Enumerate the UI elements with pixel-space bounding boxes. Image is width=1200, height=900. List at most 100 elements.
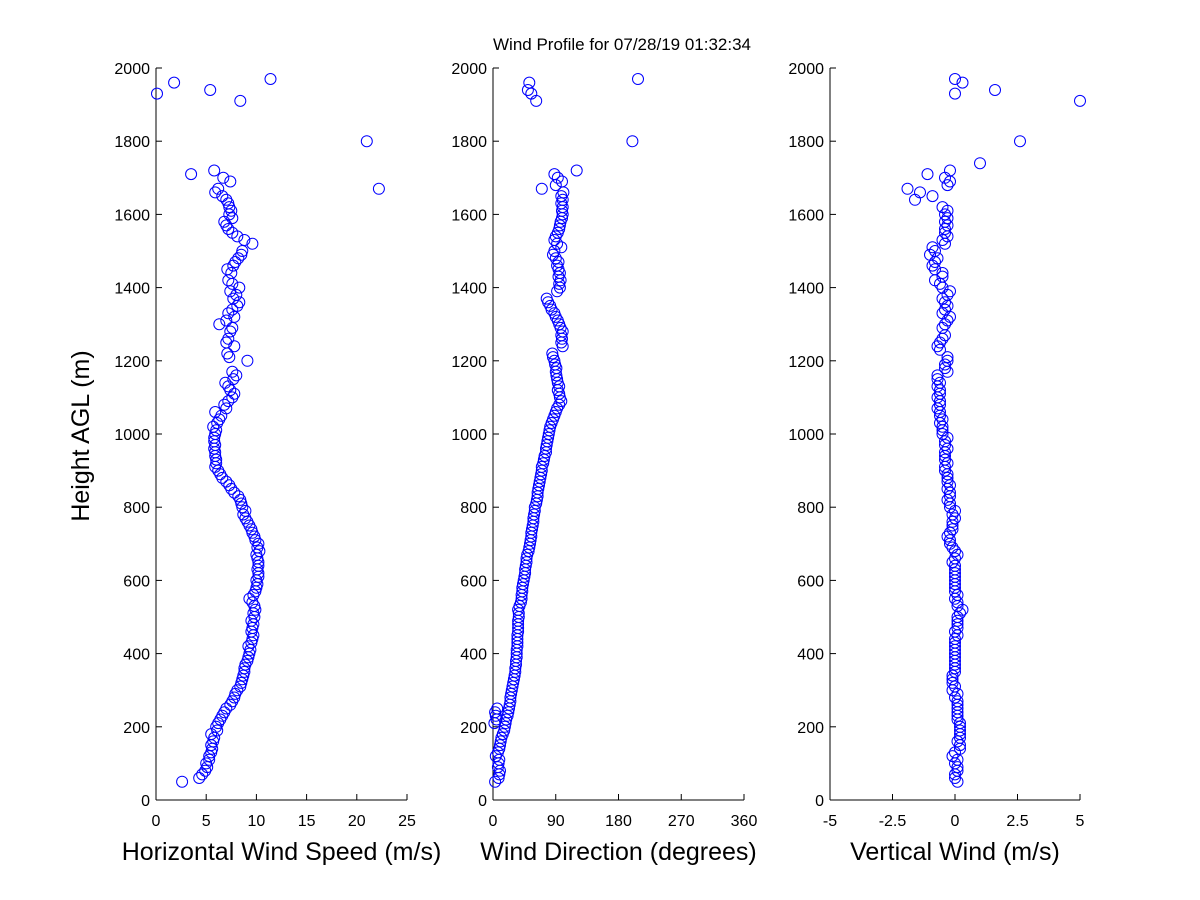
data-point	[249, 585, 262, 598]
data-point	[556, 175, 568, 188]
data-point	[939, 215, 951, 228]
data-point	[946, 523, 959, 536]
data-point	[553, 219, 566, 232]
data-point	[222, 332, 235, 345]
data-point	[228, 310, 241, 323]
data-point	[232, 252, 245, 265]
data-point	[914, 186, 926, 199]
data-point	[951, 614, 964, 627]
data-point	[229, 256, 242, 268]
data-point	[949, 545, 961, 558]
x-tick-label: 20	[348, 813, 366, 830]
data-point	[949, 512, 961, 525]
data-point	[1074, 94, 1086, 107]
y-tick-label: 0	[478, 793, 487, 810]
data-point	[939, 362, 951, 375]
data-point	[974, 157, 986, 170]
y-tick-label: 1800	[451, 134, 487, 151]
y-tick-label: 1600	[451, 207, 487, 224]
data-point	[521, 84, 534, 96]
y-tick-label: 1600	[114, 207, 150, 224]
data-point	[944, 526, 956, 539]
data-point	[951, 589, 964, 601]
x-tick-label: 0	[489, 813, 498, 830]
data-point	[245, 625, 258, 638]
y-tick-label: 400	[797, 647, 824, 664]
x-tick-label: 0	[951, 813, 960, 830]
data-point	[949, 633, 961, 645]
data-point	[939, 237, 951, 250]
y-tick-label: 800	[460, 500, 487, 517]
y-tick-label: 1200	[114, 354, 150, 371]
data-point	[213, 318, 226, 331]
data-point	[246, 237, 259, 250]
data-point	[548, 168, 561, 181]
data-point	[226, 321, 239, 334]
data-point	[949, 567, 961, 580]
data-point	[243, 592, 256, 605]
data-point	[151, 87, 163, 100]
data-point	[208, 164, 221, 177]
data-point	[233, 281, 246, 294]
x-tick-label: 360	[731, 813, 758, 830]
data-point	[498, 720, 511, 733]
y-tick-label: 1400	[788, 281, 824, 298]
data-point	[551, 285, 564, 298]
data-point	[941, 219, 954, 232]
y-tick-label: 1400	[451, 281, 487, 298]
data-point	[909, 193, 921, 206]
y-tick-label: 2000	[114, 61, 150, 78]
data-point	[939, 439, 951, 451]
data-point	[941, 179, 954, 192]
data-point	[231, 684, 244, 697]
data-point	[949, 680, 961, 693]
data-point	[936, 413, 949, 426]
data-point	[209, 406, 222, 418]
panel-vertical: 0 200 400 600 800 1000 1200 1400 1600 1800 2000 -5 -…	[788, 61, 1086, 866]
data-point	[949, 559, 961, 572]
data-point	[934, 384, 946, 397]
data-point	[549, 252, 562, 265]
y-tick-label: 200	[460, 720, 487, 737]
x-tick-label: 5	[1076, 813, 1085, 830]
data-point	[224, 175, 237, 188]
figure-title: Wind Profile for 07/28/19 01:32:34	[493, 35, 751, 54]
x-axis-label: Vertical Wind (m/s)	[850, 838, 1060, 866]
x-tick-label: 0	[152, 813, 161, 830]
data-point	[939, 208, 951, 221]
data-point	[549, 358, 562, 371]
data-point	[941, 457, 954, 470]
data-point	[946, 541, 959, 554]
y-tick-label: 1400	[114, 281, 150, 298]
x-tick-label: 10	[248, 813, 266, 830]
data-point	[210, 424, 223, 437]
data-point	[218, 398, 231, 411]
y-tick-label: 1000	[114, 427, 150, 444]
data-point	[239, 504, 252, 517]
data-point	[552, 256, 565, 268]
data-point	[949, 640, 961, 653]
data-point	[946, 556, 959, 569]
data-point	[207, 420, 220, 433]
data-point	[540, 292, 553, 305]
data-point	[221, 263, 234, 276]
data-point	[360, 135, 373, 148]
data-point	[493, 753, 506, 766]
data-point	[223, 201, 236, 214]
data-point	[929, 263, 941, 276]
x-tick-label: 25	[398, 813, 416, 830]
y-tick-label: 800	[123, 500, 150, 517]
data-point	[494, 735, 507, 748]
data-point	[523, 76, 536, 89]
data-point	[936, 420, 949, 433]
data-point	[205, 728, 218, 741]
data-point	[555, 241, 568, 254]
data-point	[216, 190, 229, 203]
data-point	[556, 325, 569, 338]
data-point	[944, 285, 956, 298]
data-point	[222, 380, 235, 393]
data-point	[206, 742, 219, 755]
data-point	[951, 695, 964, 708]
data-point	[233, 296, 246, 309]
